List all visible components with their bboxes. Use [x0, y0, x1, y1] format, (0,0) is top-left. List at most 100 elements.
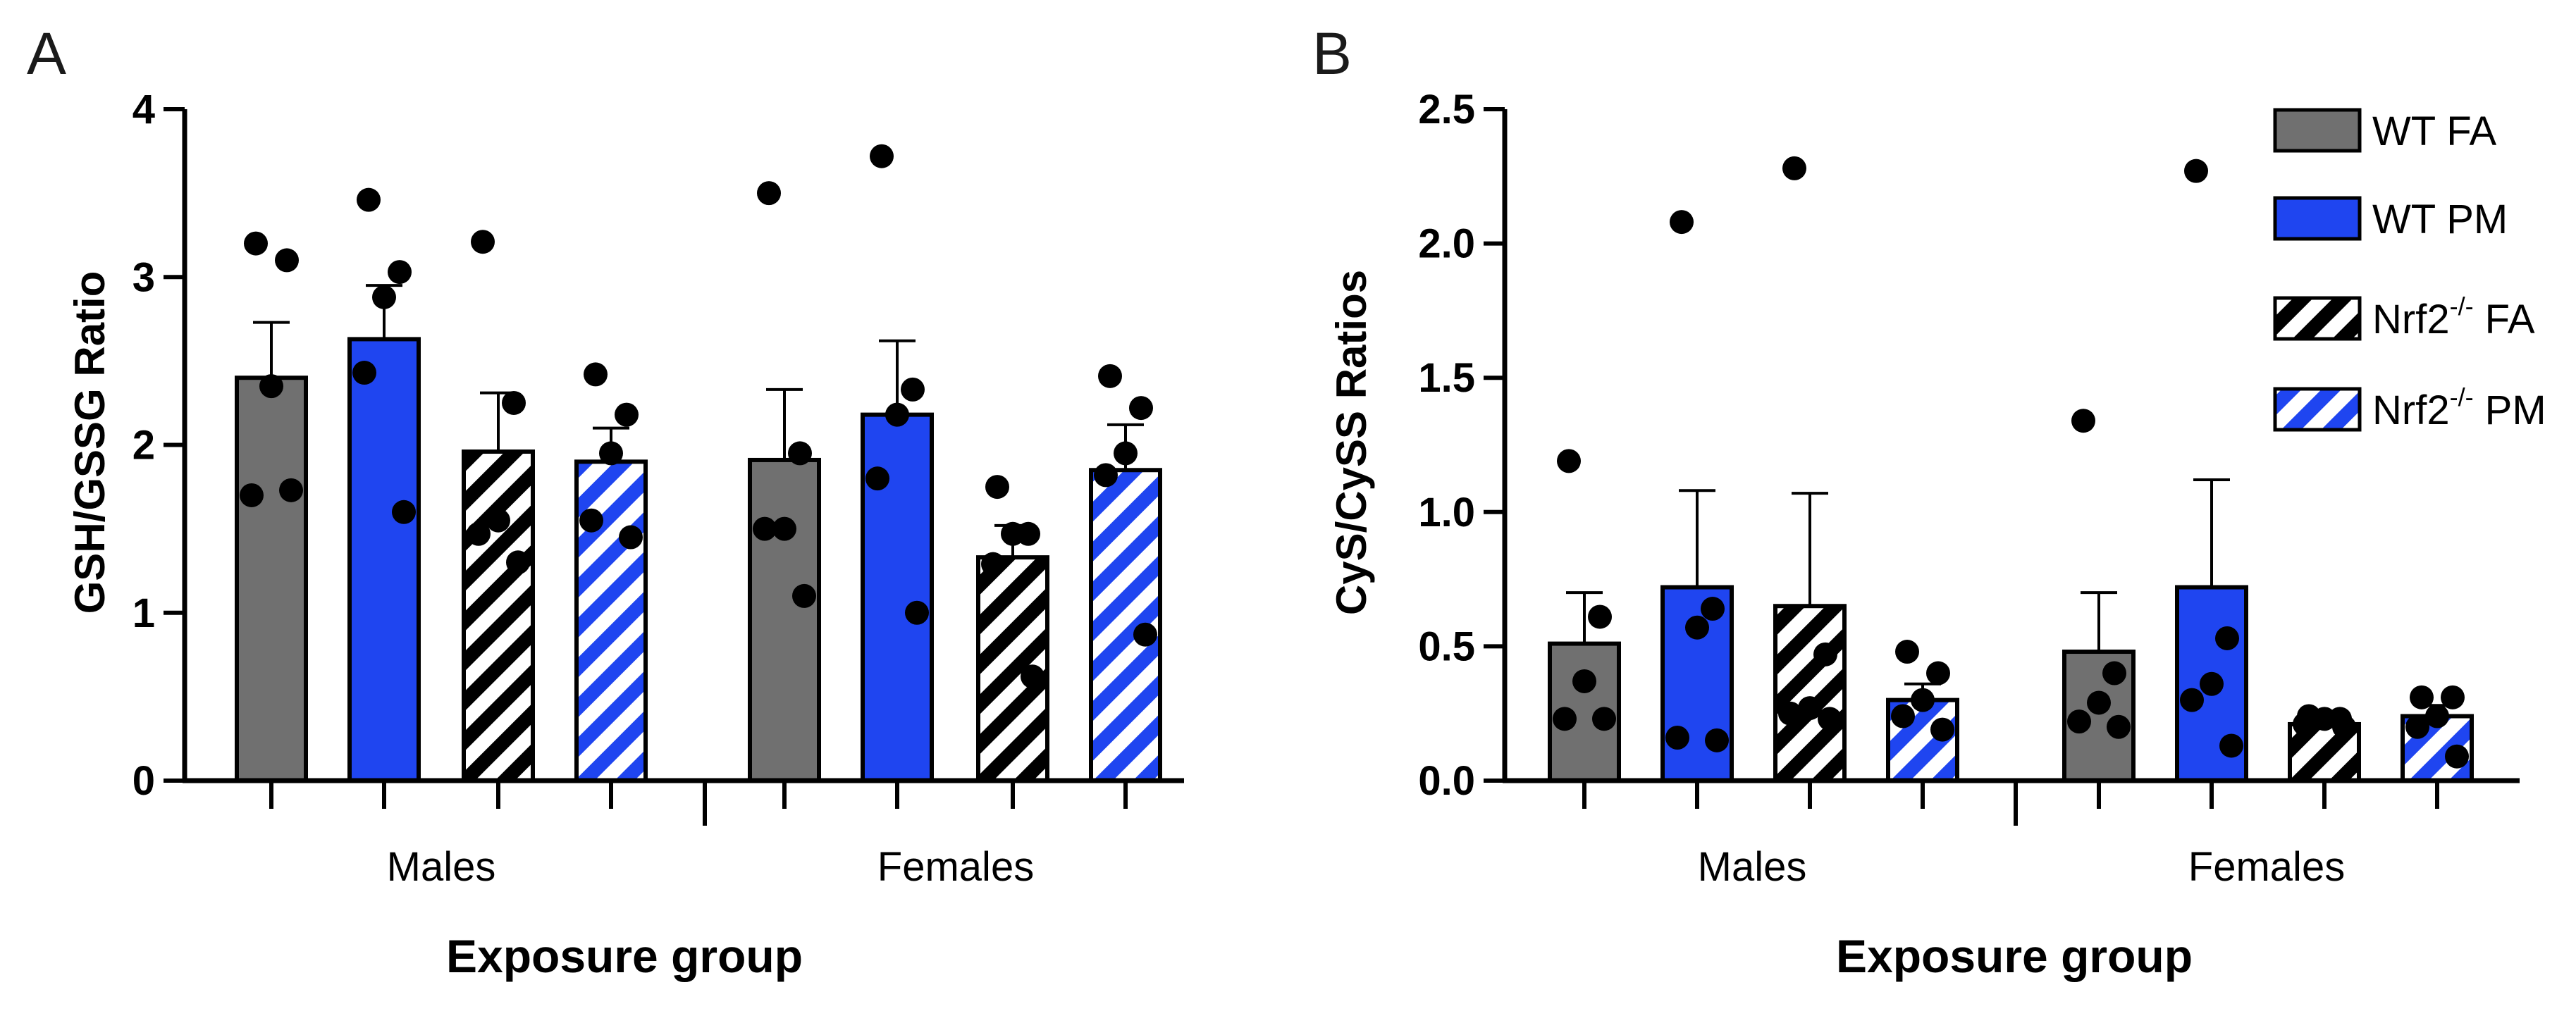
- panel-b-males-nrf2-pm-point: [1895, 640, 1919, 664]
- panel-b-males-wt-pm-point: [1665, 726, 1689, 750]
- panel-b-females-wt-fa-point: [2107, 714, 2131, 739]
- panel-a-females-nrf2-fa-point: [1021, 664, 1044, 689]
- panel-a-males-nrf2-fa-bar: [462, 449, 535, 783]
- panel-b-males-nrf2-fa-point: [1818, 707, 1842, 731]
- legend-label-nrf2-fa-tail: FA: [2474, 297, 2535, 342]
- panel-b-females-nrf2-pm-point: [2405, 714, 2429, 739]
- panel-b-males-wt-pm-point: [1670, 210, 1694, 235]
- panel-a-males-nrf2-fa-point: [471, 230, 495, 254]
- panel-a-males-wt-fa-point: [240, 483, 264, 507]
- panel-b-males-wt-fa-point: [1553, 707, 1577, 731]
- panel-a-plot-area: 0 1 2 3 4: [133, 87, 1184, 826]
- panel-b-males-nrf2-pm-point: [1926, 661, 1950, 686]
- panel-b-y-tick-label: 0.0: [1418, 758, 1475, 804]
- panel-b-females-nrf2-pm-point: [2441, 685, 2465, 709]
- panel-b-females-nrf2-pm-point: [2445, 744, 2469, 769]
- legend-swatch-nrf2-fa: [2273, 296, 2362, 341]
- panel-b: B CyS/CySS Ratios Exposure group Males F…: [1312, 20, 2520, 982]
- panel-b-females-wt-pm-point: [2200, 671, 2224, 696]
- panel-a-females-wt-pm-point: [901, 377, 925, 402]
- panel-a-females-wt-pm-point: [865, 466, 889, 491]
- panel-a-males-wt-fa-point: [279, 478, 303, 502]
- panel-b-males-wt-fa-point: [1592, 707, 1616, 731]
- legend-label-wt-pm: WT PM: [2372, 197, 2508, 242]
- panel-b-males-wt-fa-point: [1588, 604, 1612, 629]
- panel-b-males-nrf2-fa-bar: [1773, 604, 1847, 783]
- panel-b-males-wt-pm-point: [1705, 728, 1729, 752]
- panel-b-females-wt-pm-point: [2180, 688, 2204, 712]
- panel-a-males-nrf2-fa-point: [467, 521, 491, 546]
- panel-a-females-nrf2-fa-point: [1001, 521, 1025, 546]
- panel-a-males-wt-pm-point: [392, 500, 416, 524]
- panel-b-females-nrf2-pm-point: [2425, 704, 2449, 728]
- panel-a-females-nrf2-pm-point: [1098, 364, 1122, 388]
- legend-item-wt-pm: WT PM: [2273, 196, 2508, 242]
- panel-b-females-wt-fa-point: [2087, 690, 2111, 715]
- panel-a-females-wt-fa-bar: [748, 457, 821, 783]
- panel-b-females-nrf2-fa-point: [2312, 707, 2336, 731]
- panel-b-females-nrf2-fa-point: [2293, 712, 2317, 736]
- panel-a-males-wt-fa-bar: [235, 376, 308, 783]
- legend-swatch-wt-pm: [2273, 196, 2362, 241]
- panel-a-females-wt-fa-point: [792, 583, 816, 608]
- panel-a-males-nrf2-fa-point: [486, 508, 510, 533]
- panel-b-females-wt-pm-point: [2219, 733, 2243, 758]
- panel-b-males-wt-fa-point: [1557, 449, 1581, 473]
- legend: WT FA WT PM Nrf2-/- FA Nrf2-/- PM: [2273, 108, 2546, 433]
- legend-label-nrf2-pm-sup: -/-: [2450, 383, 2474, 411]
- panel-b-group-label-females: Females: [2188, 844, 2345, 890]
- panel-a-females-wt-pm-point: [905, 600, 929, 625]
- panel-b-females-nrf2-pm-point: [2410, 685, 2434, 709]
- panel-b-females-wt-pm-point: [2184, 159, 2208, 183]
- panel-a-males-wt-fa-point: [244, 231, 268, 256]
- panel-a-females-wt-fa-point: [772, 516, 796, 541]
- panel-b-males-nrf2-fa-point: [1798, 696, 1822, 721]
- legend-swatch-wt-fa: [2273, 108, 2362, 153]
- panel-a-y-tick-label: 4: [133, 87, 155, 132]
- panel-a-group-label-males: Males: [387, 844, 496, 890]
- panel-a-females-wt-fa-point: [753, 516, 777, 541]
- panel-a-males-wt-pm-point: [388, 260, 412, 285]
- legend-label-nrf2-pm: Nrf2-/- PM: [2372, 383, 2546, 433]
- legend-item-nrf2-pm: Nrf2-/- PM: [2273, 383, 2546, 433]
- panel-b-males-wt-pm-point: [1685, 615, 1709, 640]
- legend-label-nrf2-fa-main: Nrf2: [2372, 297, 2450, 342]
- panel-b-males-nrf2-fa-point: [1813, 642, 1837, 666]
- panel-a: A GSH/GSSG Ratio Exposure group Males Fe…: [27, 20, 1184, 982]
- panel-a-males-wt-pm-point: [352, 361, 376, 385]
- panel-a-males-wt-pm-point: [372, 285, 396, 309]
- panel-a-females-nrf2-pm-point: [1114, 441, 1138, 466]
- panel-a-females-wt-pm-point: [870, 144, 894, 168]
- panel-b-y-axis-title: CyS/CySS Ratios: [1328, 270, 1375, 615]
- panel-a-x-axis-title: Exposure group: [446, 930, 803, 982]
- panel-a-group-label-females: Females: [877, 844, 1034, 890]
- panel-a-y-tick-label: 3: [133, 254, 155, 300]
- panel-b-females-wt-fa-point: [2102, 661, 2126, 686]
- panel-b-females-wt-fa-point: [2067, 709, 2091, 734]
- panel-a-y-tick-label: 0: [133, 758, 155, 804]
- panel-b-males-wt-pm-point: [1701, 597, 1725, 621]
- legend-swatch-nrf2-pm: [2273, 387, 2362, 432]
- panel-b-y-tick-label: 0.5: [1418, 624, 1475, 669]
- panel-b-males-nrf2-pm-point: [1891, 704, 1915, 728]
- panel-a-males-wt-fa-point: [259, 374, 283, 399]
- panel-b-males-nrf2-fa-point: [1782, 156, 1806, 180]
- panel-a-females-wt-pm-point: [885, 402, 909, 427]
- panel-a-males-nrf2-pm-point: [615, 402, 639, 427]
- legend-label-nrf2-pm-main: Nrf2: [2372, 387, 2450, 433]
- panel-b-males-nrf2-pm-point: [1930, 717, 1954, 742]
- panel-a-females-nrf2-fa-point: [981, 552, 1005, 576]
- panel-b-males-wt-fa-point: [1572, 669, 1596, 693]
- panel-b-y-tick-label: 1.0: [1418, 490, 1475, 535]
- panel-a-females-nrf2-pm-point: [1094, 463, 1118, 488]
- panel-a-letter: A: [27, 20, 66, 87]
- panel-a-y-tick-label: 1: [133, 590, 155, 636]
- panel-b-x-axis-title: Exposure group: [1836, 930, 2193, 982]
- panel-b-females-wt-fa-point: [2071, 409, 2095, 433]
- panel-b-females-wt-pm-point: [2215, 626, 2239, 650]
- panel-b-group-label-males: Males: [1698, 844, 1807, 890]
- panel-b-plot-area: 0.0 0.5 1.0 1.5 2.0 2.5: [1418, 87, 2520, 826]
- panel-a-males-nrf2-pm-point: [584, 362, 608, 387]
- panel-b-males-nrf2-pm-point: [1911, 688, 1935, 712]
